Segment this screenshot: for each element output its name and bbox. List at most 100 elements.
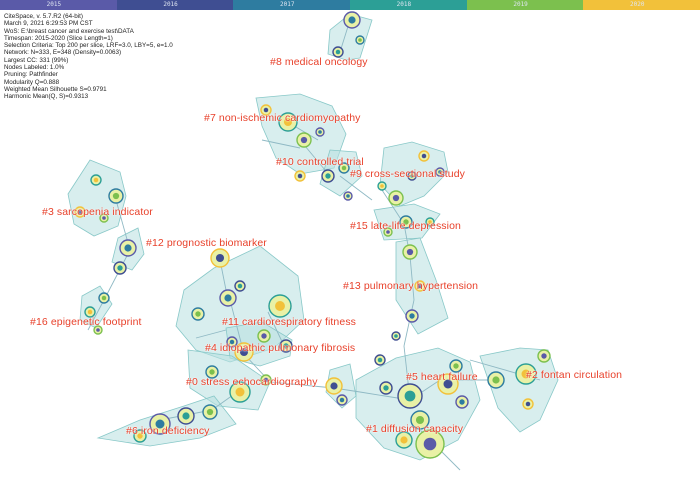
citation-node[interactable] — [388, 190, 404, 206]
info-line: March 9, 2021 6:29:53 PM CST — [4, 20, 93, 28]
cluster-label[interactable]: #2 fontan circulation — [526, 369, 623, 381]
node-core — [341, 165, 347, 171]
node-core — [102, 216, 106, 220]
citation-node[interactable] — [268, 294, 292, 318]
citation-node[interactable] — [336, 394, 348, 406]
cluster-label[interactable]: #1 diffusion capacity — [366, 423, 464, 435]
citation-node[interactable] — [537, 349, 551, 363]
citation-node[interactable] — [278, 112, 298, 132]
citation-node[interactable] — [377, 181, 387, 191]
cluster-label[interactable]: #8 medical oncology — [270, 56, 368, 68]
citation-node[interactable] — [343, 11, 361, 29]
citation-node[interactable] — [177, 407, 195, 425]
citation-node[interactable] — [294, 170, 306, 182]
citation-node[interactable] — [296, 132, 312, 148]
citation-node[interactable] — [405, 309, 419, 323]
citation-node[interactable] — [425, 217, 435, 227]
cluster-label[interactable]: #4 idiopathic pulmonary fibrosis — [205, 342, 356, 354]
citation-node[interactable] — [191, 307, 205, 321]
cluster-label[interactable]: #12 prognostic biomarker — [146, 237, 267, 249]
node-core — [325, 173, 331, 179]
timeline-year-label: 2017 — [280, 1, 295, 8]
node-core — [339, 397, 345, 403]
citation-node[interactable] — [414, 280, 426, 292]
network-edge — [269, 381, 335, 389]
citation-node[interactable] — [260, 104, 272, 116]
node-core — [263, 107, 269, 113]
citation-node[interactable] — [321, 169, 335, 183]
citation-node[interactable] — [355, 35, 365, 45]
cluster-network-graph[interactable] — [0, 10, 700, 478]
citation-node[interactable] — [84, 306, 96, 318]
citation-node[interactable] — [260, 374, 272, 386]
citation-node[interactable] — [343, 191, 353, 201]
citation-node[interactable] — [325, 377, 343, 395]
citation-node[interactable] — [74, 206, 86, 218]
citation-node[interactable] — [90, 174, 102, 186]
citation-node[interactable] — [415, 429, 445, 459]
cluster-label[interactable]: #9 cross-sectional study — [350, 168, 466, 180]
citation-node[interactable] — [418, 150, 430, 162]
citation-node[interactable] — [257, 329, 271, 343]
cluster-label[interactable]: #10 controlled trial — [276, 156, 364, 168]
citation-node[interactable] — [395, 431, 413, 449]
citation-node[interactable] — [99, 213, 109, 223]
citation-node[interactable] — [202, 404, 218, 420]
node-core — [297, 173, 303, 179]
cluster-label[interactable]: #5 heart failure — [406, 371, 478, 383]
citation-node[interactable] — [435, 167, 445, 177]
citation-node[interactable] — [113, 261, 127, 275]
citation-node[interactable] — [108, 188, 124, 204]
citation-node[interactable] — [234, 342, 254, 362]
cluster-label[interactable]: #15 late-life depression — [350, 220, 461, 232]
citation-node[interactable] — [397, 383, 423, 409]
citation-node[interactable] — [522, 398, 534, 410]
citation-node[interactable] — [402, 244, 418, 260]
citation-node[interactable] — [383, 227, 393, 237]
citation-node[interactable] — [229, 381, 251, 403]
network-edge — [261, 139, 301, 149]
citation-node[interactable] — [515, 363, 537, 385]
citation-node[interactable] — [93, 325, 103, 335]
cluster-label[interactable]: #11 cardiorespiratory fitness — [222, 316, 357, 328]
citation-node[interactable] — [455, 395, 469, 409]
node-core — [377, 357, 383, 363]
citation-node[interactable] — [98, 292, 110, 304]
cluster-label[interactable]: #13 pulmonary hypertension — [343, 280, 479, 292]
cluster-label[interactable]: #3 sarcopenia indicator — [42, 206, 153, 218]
citation-node[interactable] — [226, 336, 238, 348]
info-line: Harmonic Mean(Q, S)=0.9313 — [4, 93, 89, 101]
citation-node[interactable] — [374, 354, 386, 366]
citation-node[interactable] — [449, 359, 463, 373]
citation-node[interactable] — [407, 171, 417, 181]
info-line: Nodes Labeled: 1.0% — [4, 64, 65, 72]
citation-node[interactable] — [234, 280, 246, 292]
citation-node[interactable] — [149, 413, 171, 435]
node-core — [525, 401, 531, 407]
citation-node[interactable] — [410, 410, 430, 430]
cluster-label[interactable]: #6 iron deficiency — [126, 425, 210, 437]
citation-node[interactable] — [399, 215, 413, 229]
citation-node[interactable] — [219, 289, 237, 307]
cluster-label[interactable]: #16 epigenetic footprint — [30, 316, 142, 328]
citation-node[interactable] — [332, 46, 344, 58]
citation-node[interactable] — [210, 248, 230, 268]
node-core — [124, 244, 132, 252]
citation-node[interactable] — [437, 373, 459, 395]
citation-node[interactable] — [119, 239, 137, 257]
cluster-label[interactable]: #7 non-ischemic cardiomyopathy — [204, 112, 361, 124]
citation-node[interactable] — [487, 371, 505, 389]
citation-node[interactable] — [379, 381, 393, 395]
node-core — [421, 153, 427, 159]
cluster-label[interactable]: #0 stress echocardiography — [186, 376, 318, 388]
node-core — [261, 333, 267, 339]
citation-node[interactable] — [391, 331, 401, 341]
citation-node[interactable] — [338, 162, 350, 174]
citation-node[interactable] — [133, 429, 147, 443]
citation-node[interactable] — [205, 365, 219, 379]
node-core — [358, 38, 362, 42]
timeline-segment-2020: 2020 — [583, 0, 700, 10]
node-core — [77, 209, 83, 215]
citation-node[interactable] — [315, 127, 325, 137]
citation-node[interactable] — [279, 339, 293, 353]
